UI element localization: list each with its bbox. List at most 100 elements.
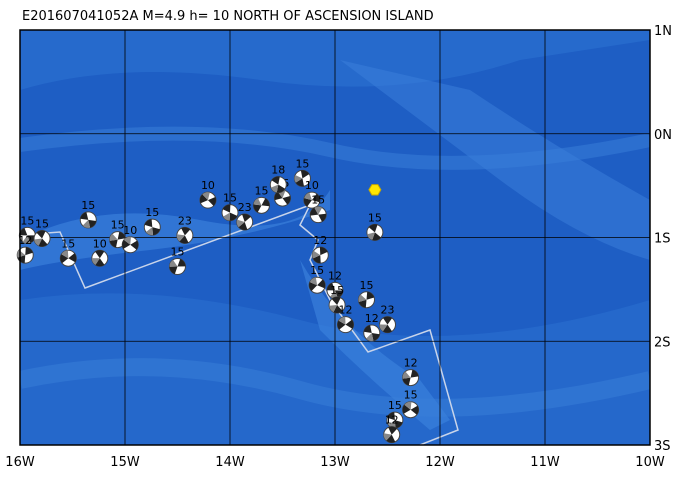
title: E201607041052A M=4.9 h= 10 NORTH OF ASCE… — [22, 9, 434, 24]
focal-mechanism: 15 — [402, 389, 420, 419]
depth-label: 15 — [223, 192, 237, 205]
beachball-compression — [17, 247, 33, 264]
beachball-compression — [122, 239, 139, 250]
depth-label: 15 — [368, 211, 382, 224]
beachball-compression — [402, 404, 419, 415]
depth-label: 15 — [61, 237, 75, 250]
beachball-shade — [270, 184, 279, 193]
focal-mechanism: 15 — [253, 184, 270, 214]
focal-mechanism: 18 — [269, 164, 287, 194]
focal-mechanism: 10 — [91, 237, 109, 267]
depth-label: 23 — [238, 201, 252, 214]
beachball-shade — [404, 401, 412, 410]
lon-label: 16W — [5, 455, 35, 470]
beachball-compression — [95, 250, 105, 267]
beachball-shade — [22, 235, 31, 244]
depth-label: 12 — [365, 312, 379, 325]
beachball-compression — [169, 259, 186, 275]
beachball-shade — [366, 332, 374, 341]
focal-mechanism: 15 — [328, 284, 346, 314]
beachball-compression — [382, 316, 393, 333]
depth-label: 12 — [18, 234, 32, 247]
beachball-compression — [402, 369, 419, 386]
beachball-shade — [61, 250, 69, 259]
focal-mechanism: 12 — [16, 234, 34, 264]
beachball-shade — [17, 250, 26, 258]
focal-mechanism: 15 — [293, 157, 311, 187]
depth-label: 15 — [311, 194, 325, 207]
lon-label: 11W — [530, 455, 560, 470]
lon-label: 15W — [110, 455, 140, 470]
lat-label: 2S — [654, 335, 671, 350]
beachball-compression — [337, 319, 354, 330]
beachball-shade — [169, 259, 178, 267]
focal-mechanism: 23 — [379, 304, 396, 334]
depth-label: 12 — [385, 414, 399, 427]
beachball-compression — [387, 412, 403, 429]
beachball-compression — [313, 247, 328, 264]
beachball-shade — [383, 433, 392, 441]
beachball-shade — [91, 258, 100, 265]
epicenter — [368, 184, 382, 196]
focal-mechanism: 15 — [358, 279, 375, 309]
beachball-shade — [304, 192, 312, 201]
lon-label: 12W — [425, 455, 455, 470]
depth-label: 15 — [404, 389, 418, 402]
focal-mechanism: 10 — [199, 179, 217, 209]
beachball-shade — [253, 198, 262, 206]
beachball-compression — [222, 204, 238, 221]
lon-label: 13W — [320, 455, 350, 470]
focal-mechanism: 15 — [308, 264, 326, 294]
depth-label: 15 — [145, 206, 159, 219]
beachball-compression — [109, 231, 126, 248]
focal-mechanism: 15 — [309, 194, 327, 224]
depth-label: 10 — [93, 237, 107, 250]
beachball-compression — [368, 224, 381, 241]
beachball-shade — [388, 420, 396, 429]
beachball-compression — [386, 426, 398, 443]
lon-label: 10W — [635, 455, 665, 470]
depth-label: 15 — [81, 199, 95, 212]
depth-label: 10 — [201, 179, 215, 192]
depth-label: 12 — [339, 304, 353, 317]
depth-label: 18 — [271, 164, 285, 177]
focal-mechanism: 15 — [386, 399, 404, 429]
depth-label: 15 — [255, 184, 269, 197]
beachball-compression — [331, 296, 343, 313]
beachball-shade — [34, 238, 43, 246]
beachball-shade — [379, 324, 388, 332]
depth-label: 15 — [310, 264, 324, 277]
beachball-compression — [310, 207, 327, 222]
focal-mechanism: 12 — [311, 234, 329, 264]
beachball-shade — [338, 316, 346, 325]
focal-mechanism: 15 — [221, 192, 239, 222]
beachball-shade — [176, 234, 185, 242]
beachball-shade — [329, 304, 338, 313]
lat-label: 0N — [654, 128, 672, 143]
lat-label: 3S — [654, 439, 671, 454]
depth-label: 12 — [404, 357, 418, 370]
beachball-shade — [358, 294, 367, 302]
focal-mechanism: 15 — [143, 206, 161, 236]
focal-mechanism: 23 — [236, 201, 254, 231]
beachball-compression — [199, 194, 216, 206]
focal-mechanism: 23 — [176, 214, 194, 244]
focal-mechanism: 15 — [109, 219, 127, 249]
beachball-shade — [123, 236, 131, 245]
beachball-shade — [236, 219, 245, 228]
beachball-shade — [309, 277, 318, 286]
beachball-compression — [144, 219, 160, 236]
beachball-compression — [327, 282, 343, 298]
beachball-compression — [36, 230, 48, 247]
events: 1515121515101510152315101523151518151015… — [16, 157, 420, 444]
focal-mechanism: 15 — [59, 237, 77, 267]
beachball-shade — [367, 232, 375, 240]
depth-label: 10 — [305, 179, 319, 192]
lon-label: 14W — [215, 455, 245, 470]
depth-label: 15 — [171, 246, 185, 259]
beachball-compression — [295, 170, 310, 187]
map-frame — [19, 29, 651, 446]
focal-mechanism: 10 — [303, 179, 321, 209]
lat-label: 1N — [654, 24, 672, 39]
